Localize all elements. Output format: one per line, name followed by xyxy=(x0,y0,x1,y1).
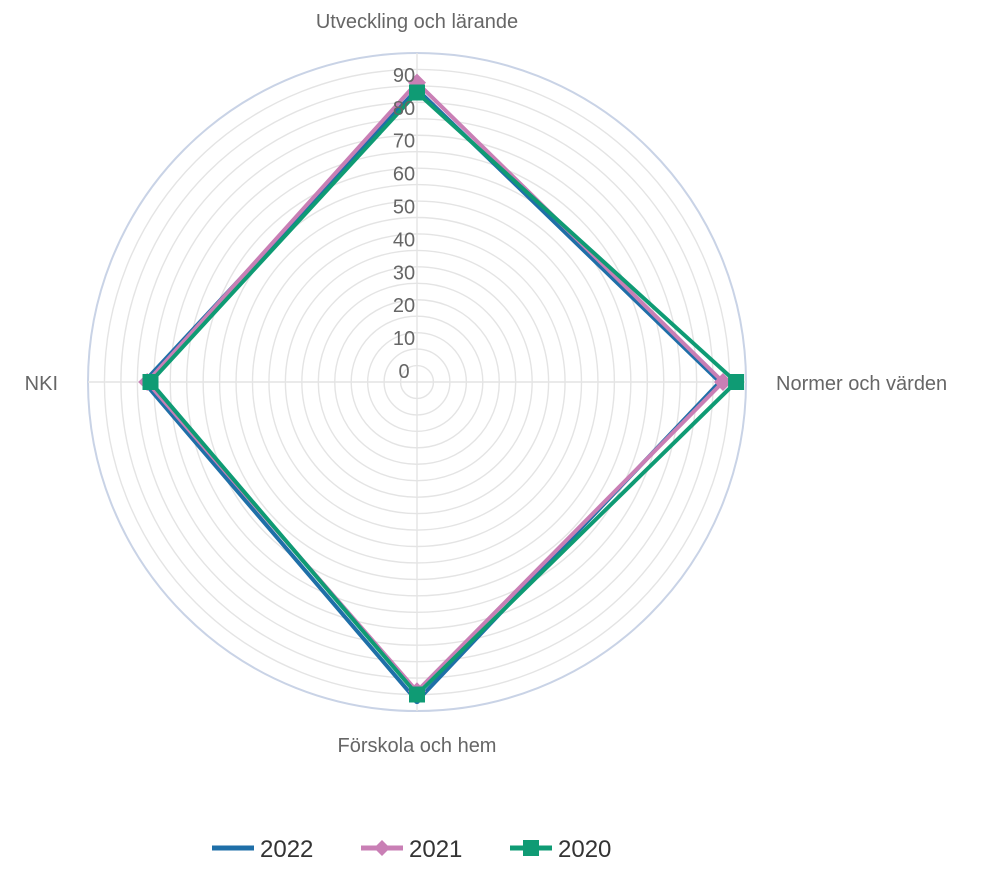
tick-label: 10 xyxy=(393,328,415,350)
tick-label: 50 xyxy=(393,197,415,219)
legend-label-2022: 2022 xyxy=(260,836,313,863)
tick-label: 80 xyxy=(393,98,415,120)
point-2020-3[interactable] xyxy=(142,374,159,390)
series-layer xyxy=(138,73,745,705)
axis-label-layer: Utveckling och lärande Normer och värden… xyxy=(25,11,948,757)
series-line-2021 xyxy=(144,79,726,695)
legend-marker-diamond-icon xyxy=(374,840,390,856)
tick-label: 30 xyxy=(393,262,415,284)
axis-label-nki: NKI xyxy=(25,373,58,395)
tick-label-layer: 0 10 20 30 40 50 60 70 80 90 xyxy=(393,65,415,383)
tick-label: 0 xyxy=(398,361,409,383)
point-2020-2[interactable] xyxy=(409,686,425,703)
axis-label-forskola-och-hem: Förskola och hem xyxy=(338,735,497,757)
series-line-2022 xyxy=(141,86,723,705)
tick-label: 60 xyxy=(393,164,415,186)
series-line-2020 xyxy=(147,89,740,698)
axis-label-utveckling-och-larande: Utveckling och lärande xyxy=(316,11,518,33)
tick-label: 40 xyxy=(393,229,415,251)
tick-label: 90 xyxy=(393,65,415,87)
legend-marker-square-icon xyxy=(523,840,539,856)
axis-label-normer-och-varden: Normer och värden xyxy=(776,373,947,395)
grid-layer xyxy=(87,52,747,712)
legend-item-2021[interactable]: 2021 xyxy=(361,836,462,863)
point-2020-1[interactable] xyxy=(728,374,745,390)
legend-label-2020: 2020 xyxy=(558,836,611,863)
legend-item-2022[interactable]: 2022 xyxy=(212,836,313,863)
legend-item-2020[interactable]: 2020 xyxy=(510,836,611,863)
legend: 2022 2021 2020 xyxy=(212,836,611,863)
legend-label-2021: 2021 xyxy=(409,836,462,863)
point-2020-0[interactable] xyxy=(409,84,425,101)
tick-label: 70 xyxy=(393,131,415,153)
point-2021-1[interactable] xyxy=(714,373,732,391)
tick-label: 20 xyxy=(393,295,415,317)
